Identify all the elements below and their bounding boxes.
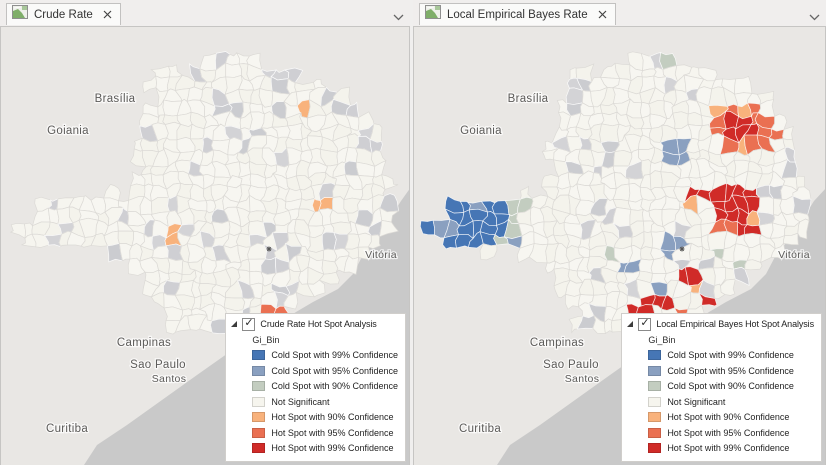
layer-visibility-checkbox[interactable] <box>242 316 256 331</box>
legend-swatch-cold99 <box>648 350 662 361</box>
city-label: Campinas <box>117 337 171 349</box>
city-label: Vitória <box>365 249 397 261</box>
capital-marker <box>266 246 272 252</box>
legend-swatch-hot95 <box>648 427 662 438</box>
tab-crude-rate[interactable]: Crude Rate <box>6 3 121 25</box>
legend-crude-rate: Crude Rate Hot Spot Analysis Gi_Bin Cold… <box>225 312 406 462</box>
capital-marker <box>679 246 685 252</box>
tab-label: Local Empirical Bayes Rate <box>447 8 588 21</box>
legend-swatch-cold99 <box>252 350 266 361</box>
legend-class-label: Hot Spot with 90% Confidence <box>271 412 394 423</box>
legend-class-label: Cold Spot with 95% Confidence <box>271 365 398 376</box>
legend-class-label: Cold Spot with 90% Confidence <box>667 381 794 392</box>
legend-class-label: Hot Spot with 99% Confidence <box>271 443 394 454</box>
legend-swatch-cold90 <box>252 381 266 392</box>
city-label: Santos <box>152 373 187 385</box>
map-view-icon <box>12 5 28 24</box>
legend-class-label: Cold Spot with 99% Confidence <box>667 350 794 361</box>
legend-class-label: Hot Spot with 95% Confidence <box>667 427 790 438</box>
layer-visibility-checkbox[interactable] <box>638 316 652 331</box>
legend-swatch-notsig <box>252 396 266 407</box>
legend-class-label: Cold Spot with 99% Confidence <box>271 350 398 361</box>
legend-class-row: Cold Spot with 95% Confidence <box>252 363 398 379</box>
legend-swatch-cold95 <box>252 365 266 376</box>
city-label: Goiania <box>460 125 502 137</box>
legend-class-row: Hot Spot with 99% Confidence <box>252 441 398 457</box>
legend-swatch-hot90 <box>648 412 662 423</box>
city-label: Brasília <box>95 93 136 105</box>
city-label: Sao Paulo <box>543 359 599 371</box>
legend-class-row: Hot Spot with 95% Confidence <box>648 425 814 441</box>
city-label: Goiania <box>47 125 89 137</box>
legend-class-row: Not Significant <box>648 394 814 410</box>
legend-field-name: Gi_Bin <box>648 334 676 345</box>
legend-class-label: Not Significant <box>667 396 726 407</box>
legend-layer-title: Crude Rate Hot Spot Analysis <box>260 319 377 329</box>
chevron-down-icon[interactable] <box>393 8 404 26</box>
city-label: Curitiba <box>46 423 88 435</box>
legend-class-row: Hot Spot with 95% Confidence <box>252 425 398 441</box>
legend-class-row: Hot Spot with 99% Confidence <box>648 441 814 457</box>
legend-local-empirical-bayes: Local Empirical Bayes Hot Spot Analysis … <box>621 312 822 462</box>
legend-class-row: Hot Spot with 90% Confidence <box>648 410 814 426</box>
legend-class-row: Hot Spot with 90% Confidence <box>252 410 398 426</box>
legend-swatch-hot99 <box>252 443 266 454</box>
chevron-down-icon[interactable] <box>809 8 820 26</box>
legend-class-label: Not Significant <box>271 396 330 407</box>
legend-class-row: Cold Spot with 95% Confidence <box>648 363 814 379</box>
legend-class-list: Cold Spot with 99% Confidence Cold Spot w… <box>648 348 814 457</box>
legend-class-label: Cold Spot with 95% Confidence <box>667 365 794 376</box>
legend-swatch-hot95 <box>252 427 266 438</box>
tab-label: Crude Rate <box>34 8 93 21</box>
pane-local-empirical-bayes: Local Empirical Bayes Rate Brasília Goian… <box>413 0 826 465</box>
legend-class-label: Cold Spot with 90% Confidence <box>271 381 398 392</box>
city-label: Sao Paulo <box>130 359 186 371</box>
legend-class-row: Not Significant <box>252 394 398 410</box>
map-view-icon <box>425 5 441 24</box>
legend-layer-title: Local Empirical Bayes Hot Spot Analysis <box>656 319 814 329</box>
city-label: Vitória <box>778 249 810 261</box>
close-icon[interactable] <box>598 10 607 19</box>
legend-swatch-cold90 <box>648 381 662 392</box>
legend-swatch-hot99 <box>648 443 662 454</box>
expander-icon[interactable] <box>231 321 238 327</box>
map-area-local-empirical-bayes: Brasília Goiania Vitória Campinas Sao Paulo S… <box>413 26 826 465</box>
legend-class-label: Hot Spot with 99% Confidence <box>667 443 790 454</box>
legend-class-label: Hot Spot with 90% Confidence <box>667 412 790 423</box>
legend-swatch-hot90 <box>252 412 266 423</box>
city-label: Santos <box>565 373 600 385</box>
tabstrip-right: Local Empirical Bayes Rate <box>413 0 826 26</box>
tabstrip-left: Crude Rate <box>0 0 410 26</box>
city-label: Campinas <box>530 337 584 349</box>
pane-crude-rate: Crude Rate Brasília Goiania Vitória Campina… <box>0 0 410 465</box>
legend-swatch-cold95 <box>648 365 662 376</box>
legend-class-row: Cold Spot with 90% Confidence <box>648 379 814 395</box>
legend-class-label: Hot Spot with 95% Confidence <box>271 427 394 438</box>
close-icon[interactable] <box>103 10 112 19</box>
tab-local-empirical-bayes-rate[interactable]: Local Empirical Bayes Rate <box>419 3 616 25</box>
legend-field-name: Gi_Bin <box>252 334 280 345</box>
legend-class-row: Cold Spot with 90% Confidence <box>252 379 398 395</box>
map-area-crude-rate: Brasília Goiania Vitória Campinas Sao Paulo S… <box>0 26 410 465</box>
legend-class-list: Cold Spot with 99% Confidence Cold Spot w… <box>252 348 398 457</box>
expander-icon[interactable] <box>627 321 634 327</box>
legend-class-row: Cold Spot with 99% Confidence <box>252 348 398 364</box>
legend-swatch-notsig <box>648 396 662 407</box>
city-label: Curitiba <box>459 423 501 435</box>
city-label: Brasília <box>508 93 549 105</box>
legend-class-row: Cold Spot with 99% Confidence <box>648 348 814 364</box>
